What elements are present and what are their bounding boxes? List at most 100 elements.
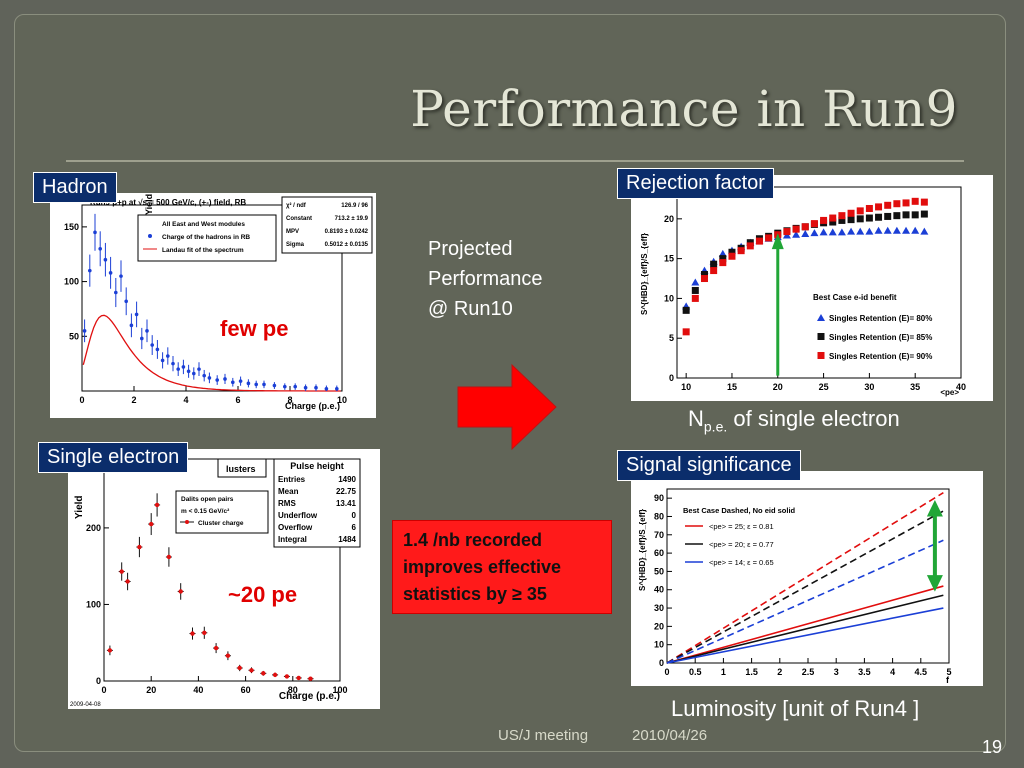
rejection-point-80 bbox=[911, 226, 920, 234]
electron-point bbox=[137, 544, 142, 550]
label-signal-significance: Signal significance bbox=[617, 450, 801, 481]
rejection-xtick-label: 15 bbox=[727, 382, 737, 392]
page-number: 19 bbox=[981, 737, 1002, 757]
rejection-point-85 bbox=[829, 218, 837, 226]
electron-title-box bbox=[217, 458, 267, 478]
signal-ytick-label: 40 bbox=[654, 585, 664, 595]
rejection-point-85 bbox=[856, 215, 864, 223]
hadron-point bbox=[171, 361, 175, 366]
label-single-electron: Single electron bbox=[38, 442, 189, 473]
signal-xtick-label: 3.5 bbox=[858, 667, 871, 677]
signal-ytick-label: 60 bbox=[654, 548, 664, 558]
npe-caption-main: N bbox=[688, 406, 704, 431]
hadron-point bbox=[150, 343, 154, 347]
rejection-point-90 bbox=[755, 237, 763, 245]
hadron-xtick-label: 2 bbox=[131, 395, 136, 405]
electron-legend-marker bbox=[185, 520, 189, 524]
hadron-ytick-label: 150 bbox=[64, 222, 79, 232]
rejection-point-85 bbox=[710, 260, 718, 268]
rejection-point-90 bbox=[691, 294, 699, 302]
hadron-point bbox=[114, 290, 118, 295]
electron-point bbox=[166, 554, 172, 560]
projected-line-3: @ Run10 bbox=[428, 298, 513, 320]
electron-xlabel: Charge (p.e.) bbox=[279, 691, 340, 702]
electron-plot: 0 20 40 60 80 100 0 100 200 Yield Charge (p.e.) 200… bbox=[68, 449, 380, 709]
electron-stat-value: 22.75 bbox=[336, 487, 357, 496]
electron-point bbox=[272, 672, 278, 678]
electron-point bbox=[308, 676, 313, 681]
rejection-point-85 bbox=[875, 213, 883, 221]
rejection-point-85 bbox=[865, 214, 873, 222]
hadron-legend-entry: All East and West modules bbox=[162, 221, 245, 228]
signal-green-arrow-up bbox=[926, 499, 943, 517]
rejection-point-80 bbox=[874, 226, 883, 234]
electron-stat-value: 6 bbox=[352, 523, 357, 532]
rejection-legend-marker bbox=[817, 333, 825, 340]
rejection-point-90 bbox=[820, 216, 828, 224]
rejection-point-80 bbox=[902, 226, 911, 234]
hadron-point bbox=[88, 268, 92, 273]
rejection-point-80 bbox=[792, 230, 801, 238]
rejection-xtick-label: 35 bbox=[910, 382, 920, 392]
rejection-point-80 bbox=[810, 229, 819, 237]
rejection-point-80 bbox=[691, 278, 700, 286]
electron-ylabel: Yield bbox=[74, 495, 85, 519]
electron-stats-title: Pulse height bbox=[290, 461, 344, 471]
rejection-point-90 bbox=[682, 328, 690, 336]
rejection-point-90 bbox=[746, 242, 754, 250]
electron-partial-title: lusters bbox=[226, 464, 256, 474]
signal-xtick-label: 1.5 bbox=[745, 667, 758, 677]
projected-line-1: Projected bbox=[428, 238, 513, 260]
rejection-point-85 bbox=[700, 271, 708, 279]
hadron-stat-name: χ² / ndf bbox=[286, 202, 307, 209]
rejection-point-90 bbox=[810, 220, 818, 228]
signal-xtick-label: 4.5 bbox=[915, 667, 928, 677]
note-line-3: statistics by ≥ 35 bbox=[403, 584, 547, 604]
hadron-stat-value: 0.8193 ± 0.0242 bbox=[325, 229, 369, 235]
hadron-point bbox=[108, 271, 113, 275]
hadron-point bbox=[324, 387, 329, 391]
rejection-point-85 bbox=[884, 212, 892, 220]
signal-xtick-label: 0 bbox=[664, 667, 669, 677]
hadron-point bbox=[283, 384, 287, 389]
electron-point bbox=[202, 630, 207, 635]
rejection-plot: 10 15 20 25 30 35 40 0 5 10 15 20 S^{HBD}_{eff}/S_{e… bbox=[631, 175, 993, 401]
signal-legend-entry: <pe> = 25; ε = 0.81 bbox=[709, 522, 774, 531]
electron-point bbox=[125, 579, 130, 584]
hadron-point bbox=[231, 380, 235, 385]
note-line-1: 1.4 /nb recorded bbox=[403, 530, 543, 550]
electron-date-stamp: 2009-04-08 bbox=[70, 702, 101, 708]
hadron-chart-svg: 0 2 4 6 8 10 50 100 150 Yield Charge (p.e.) Run9 p+… bbox=[64, 194, 373, 411]
electron-xtick-label: 100 bbox=[332, 685, 347, 695]
rejection-xtick-label: 20 bbox=[773, 382, 783, 392]
hadron-point bbox=[181, 365, 186, 369]
signal-xtick-label: 2 bbox=[777, 667, 782, 677]
rejection-point-85 bbox=[728, 248, 736, 256]
hadron-point bbox=[129, 323, 134, 328]
hadron-point bbox=[303, 385, 308, 390]
electron-xtick-label: 0 bbox=[101, 685, 106, 695]
rejection-ytick-label: 15 bbox=[664, 254, 674, 264]
hadron-xtick-label: 4 bbox=[183, 395, 188, 405]
electron-stat-value: 13.41 bbox=[336, 499, 357, 508]
signal-ytick-label: 90 bbox=[654, 493, 664, 503]
rejection-legend-title: Best Case e-id benefit bbox=[813, 293, 897, 302]
signal-xtick-label: 4 bbox=[890, 667, 895, 677]
hadron-legend-entry: Landau fit of the spectrum bbox=[162, 247, 244, 254]
rejection-point-80 bbox=[865, 227, 874, 235]
electron-legend-entry: Dalits open pairs bbox=[181, 496, 234, 503]
electron-stat-name: RMS bbox=[278, 499, 296, 508]
significance-plot: 0 0.5 1 1.5 2 2.5 3 3.5 4 4.5 5 0 10 20 30 40 50 60 70 80 90… bbox=[631, 471, 983, 686]
hadron-xtick-label: 10 bbox=[337, 395, 347, 405]
rejection-point-85 bbox=[838, 216, 846, 224]
rejection-point-90 bbox=[783, 228, 791, 236]
rejection-point-90 bbox=[710, 267, 718, 275]
projected-text: Projected Performance @ Run10 bbox=[428, 234, 543, 324]
hadron-xlabel: Charge (p.e.) bbox=[285, 401, 340, 411]
rejection-point-90 bbox=[829, 214, 837, 222]
slide-title: Performance in Run9 bbox=[410, 80, 958, 138]
rejection-chart-svg: 10 15 20 25 30 35 40 0 5 10 15 20 S^{HBD}_{eff}/S_{e… bbox=[640, 186, 966, 397]
electron-stat-name: Overflow bbox=[278, 523, 313, 532]
rejection-xlabel: <pe> bbox=[940, 388, 959, 397]
rejection-point-90 bbox=[884, 201, 892, 209]
